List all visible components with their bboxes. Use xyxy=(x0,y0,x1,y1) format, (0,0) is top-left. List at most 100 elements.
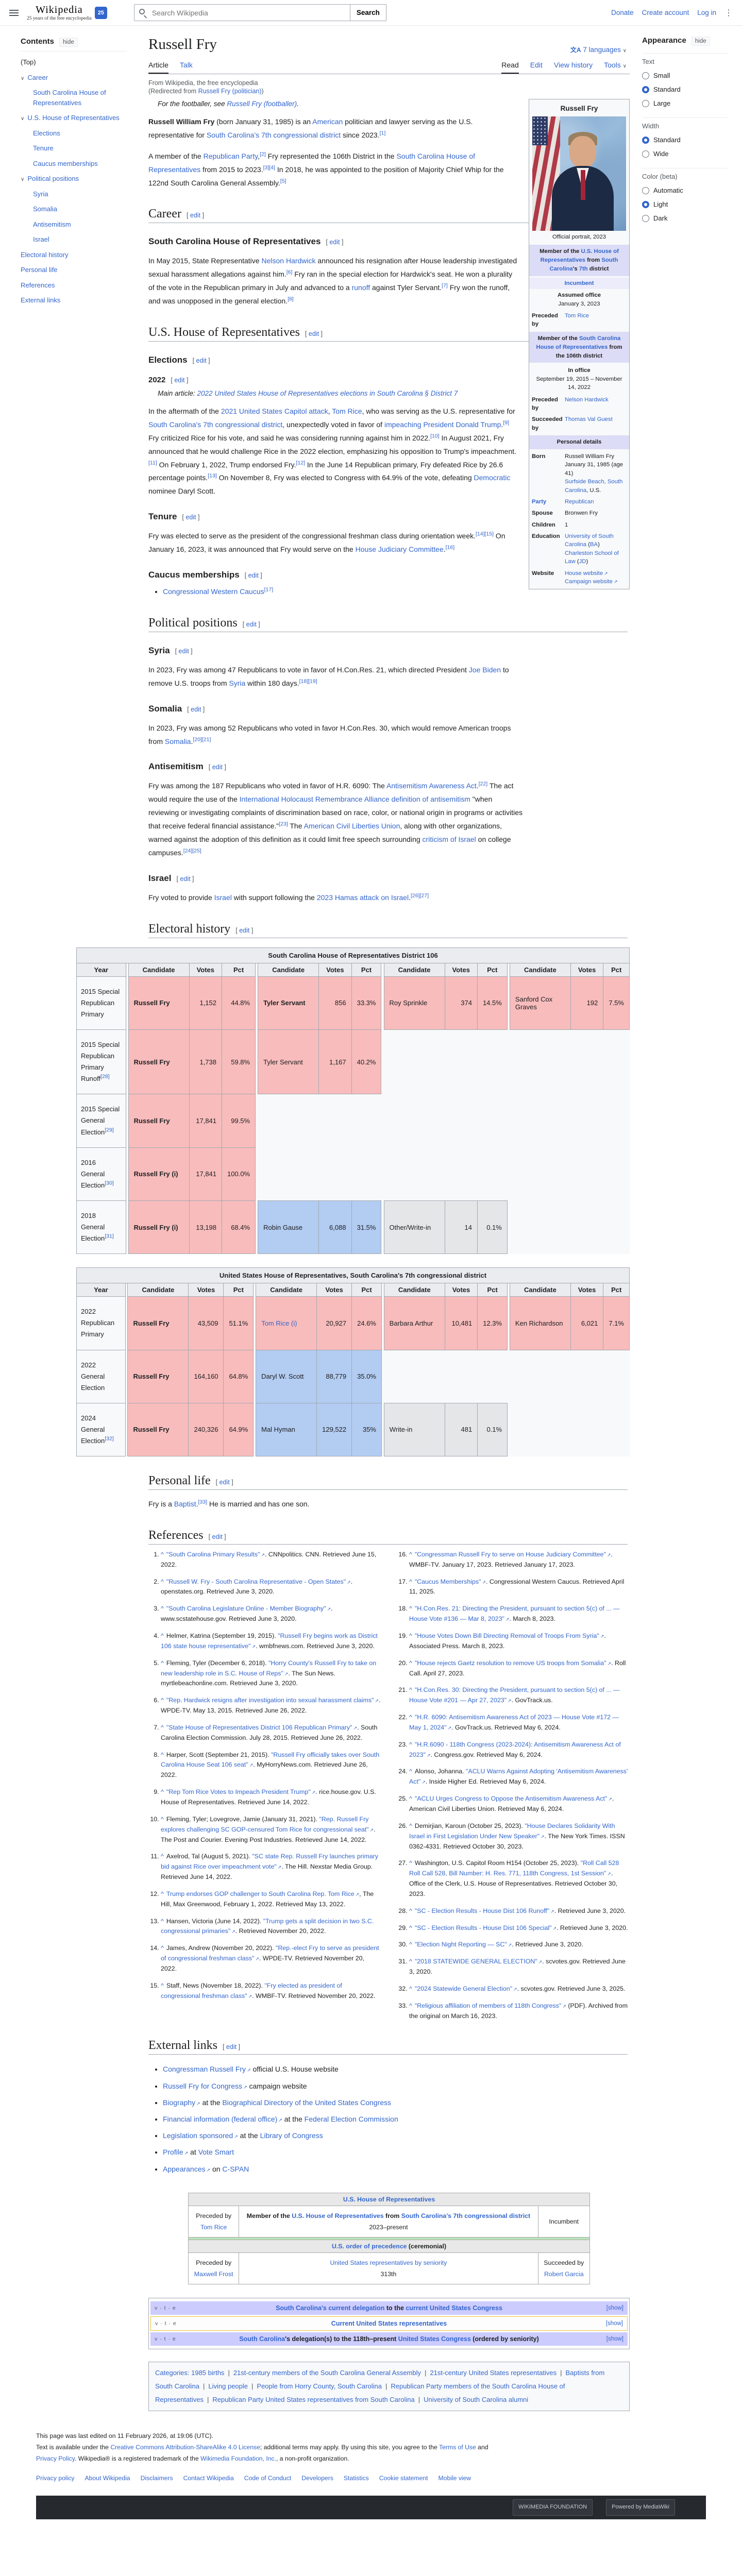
list-item[interactable]: Disclaimers xyxy=(140,2475,173,2482)
radio-button[interactable] xyxy=(642,136,649,144)
succeeded-by-link[interactable]: Thomas Val Guest xyxy=(565,416,613,423)
reference-superscript[interactable]: [26][27] xyxy=(410,892,429,899)
category-link[interactable]: People from Horry County, South Carolina xyxy=(257,2382,382,2391)
category-link[interactable]: Republican Party United States represent… xyxy=(212,2396,415,2404)
reference-superscript[interactable]: [14][15] xyxy=(476,531,494,537)
external-link[interactable]: "Rep. Russell Fry explores challenging S… xyxy=(161,1816,374,1833)
back-reference-caret[interactable]: ^ xyxy=(161,1578,164,1585)
edit-section-link[interactable]: edit xyxy=(196,357,207,365)
navbox-show-button[interactable]: [show] xyxy=(606,2336,623,2343)
back-reference-caret[interactable]: ^ xyxy=(409,1632,412,1640)
external-link[interactable]: Biography xyxy=(163,2098,200,2107)
external-link[interactable]: "Rep. Hardwick resigns after investigati… xyxy=(166,1697,379,1704)
external-link[interactable]: "South Carolina Primary Results" xyxy=(166,1551,265,1558)
external-link[interactable]: "Horry County's Russell Fry to take on n… xyxy=(161,1659,376,1677)
back-reference-caret[interactable]: ^ xyxy=(409,1605,412,1613)
link[interactable]: Joe Biden xyxy=(468,665,501,674)
edit-section-link[interactable]: edit xyxy=(191,705,201,713)
link[interactable]: South Carolina xyxy=(239,2335,285,2343)
edit-section-link[interactable]: edit xyxy=(212,1533,223,1540)
link[interactable]: United States representatives by seniori… xyxy=(330,2259,447,2267)
external-link[interactable]: "South Carolina Legislature Online - Mem… xyxy=(166,1605,331,1612)
external-link[interactable]: "Religious affiliation of members of 118… xyxy=(415,2002,566,2009)
link[interactable]: definition of antisemitism xyxy=(391,795,470,804)
back-reference-caret[interactable]: ^ xyxy=(409,1859,412,1867)
external-link[interactable]: "ACLU Warns Against Adopting 'Antisemiti… xyxy=(409,1768,628,1785)
link[interactable]: Russell Fry (footballer) xyxy=(227,100,297,108)
external-link[interactable]: Appearances xyxy=(163,2165,210,2173)
wikipedia-logo[interactable]: Wikipedia 25 years of the free encyclope… xyxy=(27,4,107,21)
back-reference-caret[interactable]: ^ xyxy=(161,1550,164,1558)
external-link[interactable]: House website xyxy=(565,570,608,577)
link[interactable]: U.S. House of Representatives xyxy=(292,2212,384,2219)
back-reference-caret[interactable]: ^ xyxy=(161,1981,164,1989)
reference-superscript[interactable]: [22] xyxy=(478,781,488,787)
link[interactable]: Tom Rice xyxy=(332,407,362,416)
categories-label[interactable]: Categories: xyxy=(155,2369,190,2377)
external-link[interactable]: "House Votes Down Bill Directing Removal… xyxy=(415,1632,604,1639)
external-link[interactable]: "Rep Tom Rice Votes to Impeach President… xyxy=(166,1788,315,1795)
reference-superscript[interactable]: [31] xyxy=(105,1233,114,1240)
link[interactable]: 2021 United States Capitol attack xyxy=(221,407,328,416)
back-reference-caret[interactable]: ^ xyxy=(409,1686,412,1694)
external-link[interactable]: "H.R. 6090: Antisemitism Awareness Act o… xyxy=(409,1714,619,1731)
reference-superscript[interactable]: [17] xyxy=(264,586,274,593)
link[interactable]: current United States Congress xyxy=(406,2304,502,2312)
incumbent-link[interactable]: Incumbent xyxy=(564,280,594,286)
back-reference-caret[interactable]: ^ xyxy=(161,1723,164,1731)
reference-superscript[interactable]: [3][4] xyxy=(263,164,275,171)
edit-section-link[interactable]: edit xyxy=(219,1479,230,1486)
reference-superscript[interactable]: [33] xyxy=(198,1499,207,1505)
external-link[interactable]: "2018 STATEWIDE GENERAL ELECTION" xyxy=(415,1958,542,1965)
radio-option-light[interactable]: Light xyxy=(642,197,728,211)
link[interactable]: International Holocaust Remembrance Alli… xyxy=(239,795,390,804)
external-link[interactable]: Russell Fry for Congress xyxy=(163,2082,247,2090)
link[interactable]: JD xyxy=(579,558,586,565)
link[interactable]: South Carolina's 7th congressional distr… xyxy=(148,420,283,429)
edit-section-link[interactable]: edit xyxy=(248,572,259,580)
link[interactable]: criticism of Israel xyxy=(422,835,476,844)
back-reference-caret[interactable]: ^ xyxy=(161,1853,164,1860)
sidebar-item-external-links[interactable]: External links xyxy=(21,296,61,304)
vte-links[interactable]: v · t · e xyxy=(155,2336,176,2343)
succession-header-link[interactable]: U.S. House of Representatives xyxy=(343,2195,435,2203)
edit-section-link[interactable]: edit xyxy=(246,620,257,628)
link[interactable]: United States Congress xyxy=(398,2335,471,2343)
radio-option-large[interactable]: Large xyxy=(642,96,728,110)
link[interactable]: Creative Commons Attribution-ShareAlike … xyxy=(110,2444,260,2451)
link[interactable]: Vote Smart xyxy=(198,2148,234,2157)
link[interactable]: Surfside Beach, South Carolina xyxy=(565,479,623,494)
link[interactable]: runoff xyxy=(351,283,370,292)
radio-option-wide[interactable]: Wide xyxy=(642,147,728,161)
link[interactable]: Somalia xyxy=(164,737,191,745)
link[interactable]: South Carolina's current delegation xyxy=(276,2304,385,2312)
back-reference-caret[interactable]: ^ xyxy=(409,1740,412,1748)
link[interactable]: Terms of Use xyxy=(439,2444,476,2451)
external-link[interactable]: "H.Con.Res. 30: Directing the President,… xyxy=(409,1686,619,1704)
link[interactable]: American xyxy=(312,117,343,126)
link[interactable]: Russell Fry (politician) xyxy=(198,88,262,95)
reference-superscript[interactable]: [12] xyxy=(296,459,306,466)
external-link[interactable]: "State House of Representatives District… xyxy=(166,1724,357,1731)
edit-section-link[interactable]: edit xyxy=(190,212,201,219)
edit-section-link[interactable]: edit xyxy=(239,926,250,934)
sidebar-item-career[interactable]: ∨ Career xyxy=(21,73,48,81)
external-link[interactable]: "House Declares Solidarity With Israel i… xyxy=(409,1822,615,1840)
back-reference-caret[interactable]: ^ xyxy=(409,1907,412,1914)
category-link[interactable]: University of South Carolina alumni xyxy=(424,2396,529,2404)
more-options-icon[interactable]: ⋮ xyxy=(724,8,733,18)
sidebar-item-positions[interactable]: ∨ Political positions xyxy=(21,175,79,182)
appearance-hide-button[interactable]: hide xyxy=(691,37,710,46)
reference-superscript[interactable]: [6] xyxy=(286,269,293,276)
external-link[interactable]: "H.Con.Res. 21: Directing the President,… xyxy=(409,1605,619,1622)
chevron-down-icon[interactable]: ∨ xyxy=(21,75,25,81)
link[interactable]: Library of Congress xyxy=(260,2131,323,2140)
back-reference-caret[interactable]: ^ xyxy=(161,1751,164,1758)
external-link[interactable]: "SC - Election Results - House Dist 106 … xyxy=(415,1924,556,1931)
link[interactable]: Biographical Directory of the United Sta… xyxy=(222,2098,392,2107)
external-link[interactable]: "House rejects Gaetz resolution to remov… xyxy=(415,1659,611,1667)
sidebar-item-israel[interactable]: Israel xyxy=(33,235,49,243)
back-reference-caret[interactable]: ^ xyxy=(161,1605,164,1613)
link[interactable]: Israel xyxy=(214,893,232,902)
link[interactable]: 2023 Hamas attack on Israel xyxy=(316,893,409,902)
